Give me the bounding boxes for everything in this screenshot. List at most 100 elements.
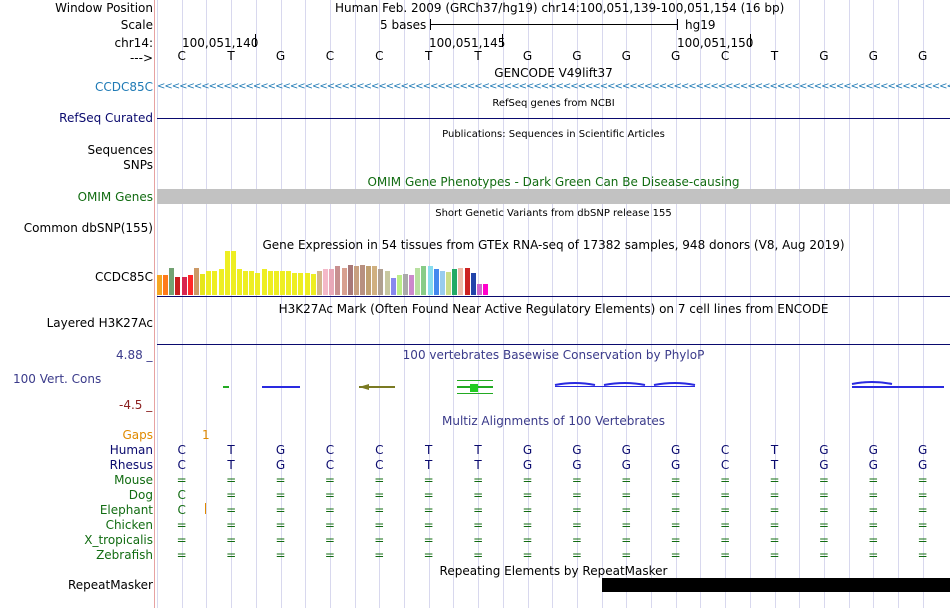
gtex-tissue-bar[interactable] xyxy=(470,273,476,295)
gtex-tissue-bar[interactable] xyxy=(218,269,224,295)
gtex-tissue-bar[interactable] xyxy=(366,266,372,295)
repeatmasker-label[interactable]: RepeatMasker xyxy=(67,578,153,592)
gtex-gene-label[interactable]: CCDC85C xyxy=(94,270,153,284)
gtex-tissue-bar[interactable] xyxy=(396,275,402,295)
aligned-base: = xyxy=(720,548,731,562)
gtex-tissue-bar[interactable] xyxy=(341,268,347,295)
reference-base: G xyxy=(621,49,631,63)
gtex-tissue-bar[interactable] xyxy=(372,266,378,295)
gencode-gene-label[interactable]: CCDC85C xyxy=(94,80,153,94)
gtex-tissue-bar[interactable] xyxy=(200,274,206,295)
aligned-base: = xyxy=(275,473,286,487)
species-label[interactable]: Mouse xyxy=(114,473,153,487)
species-label[interactable]: X_tropicalis xyxy=(84,533,153,547)
gtex-tissue-bar[interactable] xyxy=(212,271,218,295)
grid-line xyxy=(552,0,554,608)
gtex-tissue-bar[interactable] xyxy=(433,269,439,295)
species-label[interactable]: Rhesus xyxy=(109,458,153,472)
aligned-base: = xyxy=(621,533,632,547)
gtex-tissue-bar[interactable] xyxy=(421,266,427,295)
aligned-base: = xyxy=(226,488,237,502)
grid-line xyxy=(255,0,257,608)
gtex-tissue-bar[interactable] xyxy=(323,269,329,295)
phylop-score-bar xyxy=(457,393,493,394)
refseq-gene-line[interactable] xyxy=(157,118,950,119)
gtex-tissue-bar[interactable] xyxy=(280,271,285,295)
gtex-tissue-bar[interactable] xyxy=(273,271,279,295)
gtex-tissue-bar[interactable] xyxy=(267,271,273,295)
aligned-base: = xyxy=(868,533,879,547)
aligned-base: = xyxy=(818,533,829,547)
gtex-tissue-bar[interactable] xyxy=(378,269,384,295)
gtex-tissue-bar[interactable] xyxy=(347,265,353,295)
gtex-tissue-bar[interactable] xyxy=(329,269,335,295)
grid-line xyxy=(873,0,875,608)
aligned-base: = xyxy=(324,533,335,547)
phylop-label[interactable]: 100 Vert. Cons xyxy=(13,372,102,386)
gtex-tissue-bar[interactable] xyxy=(249,271,255,295)
dbsnp-label[interactable]: Common dbSNP(155) xyxy=(23,221,153,235)
species-label[interactable]: Zebrafish xyxy=(96,548,153,562)
gtex-tissue-bar[interactable] xyxy=(243,271,249,295)
gtex-tissue-bar[interactable] xyxy=(157,275,162,295)
refseq-label[interactable]: RefSeq Curated xyxy=(59,111,153,125)
gtex-tissue-bar[interactable] xyxy=(439,271,445,295)
species-label[interactable]: Elephant xyxy=(99,503,153,517)
gtex-tissue-bar[interactable] xyxy=(446,272,452,295)
gtex-tissue-bar[interactable] xyxy=(353,266,359,295)
gtex-tissue-bar[interactable] xyxy=(175,277,181,295)
gtex-tissue-bar[interactable] xyxy=(292,273,298,295)
species-label[interactable]: Human xyxy=(109,443,153,457)
gtex-tissue-bar[interactable] xyxy=(193,268,199,295)
gtex-tissue-bar[interactable] xyxy=(261,269,267,295)
gtex-tissue-bar[interactable] xyxy=(230,251,236,295)
gtex-tissue-bar[interactable] xyxy=(224,251,230,295)
gtex-tissue-bar[interactable] xyxy=(415,268,421,295)
grid-line xyxy=(329,0,331,608)
gtex-tissue-bar[interactable] xyxy=(458,268,464,295)
aligned-base: = xyxy=(226,533,237,547)
gtex-tissue-bar[interactable] xyxy=(304,273,310,295)
aligned-base: = xyxy=(324,548,335,562)
aligned-base: = xyxy=(720,533,731,547)
aligned-base: = xyxy=(275,518,286,532)
phylop-score-curve xyxy=(554,382,696,386)
species-label[interactable]: Chicken xyxy=(105,518,153,532)
omim-feature[interactable] xyxy=(157,189,950,204)
gtex-tissue-bar[interactable] xyxy=(335,266,341,295)
snps-label[interactable]: SNPs xyxy=(123,158,153,172)
gtex-tissue-bar[interactable] xyxy=(464,268,470,295)
gtex-tissue-bar[interactable] xyxy=(286,271,292,295)
sequences-label[interactable]: Sequences xyxy=(87,143,153,157)
gtex-tissue-bar[interactable] xyxy=(403,274,408,295)
species-label[interactable]: Dog xyxy=(128,488,153,502)
gtex-tissue-bar[interactable] xyxy=(427,266,433,295)
gtex-tissue-bar[interactable] xyxy=(187,275,193,295)
gtex-tissue-bar[interactable] xyxy=(163,275,169,295)
gtex-tissue-bar[interactable] xyxy=(409,275,415,295)
gtex-tissue-bar[interactable] xyxy=(236,269,242,295)
gtex-tissue-bar[interactable] xyxy=(255,273,261,295)
gtex-tissue-bar[interactable] xyxy=(298,273,304,295)
aligned-base: = xyxy=(621,488,632,502)
gtex-tissue-bar[interactable] xyxy=(390,278,396,295)
gtex-tissue-bar[interactable] xyxy=(359,265,365,295)
h3k27ac-label[interactable]: Layered H3K27Ac xyxy=(46,316,153,330)
gtex-tissue-bar[interactable] xyxy=(181,277,187,295)
gtex-tissue-bar[interactable] xyxy=(482,284,488,295)
aligned-base: = xyxy=(522,473,533,487)
omim-label[interactable]: OMIM Genes xyxy=(77,190,153,204)
phylop-plot[interactable] xyxy=(157,376,950,398)
gtex-tissue-bar[interactable] xyxy=(310,274,316,295)
gtex-tissue-bar[interactable] xyxy=(476,284,482,295)
gtex-tissue-bar[interactable] xyxy=(169,268,175,295)
gtex-tissue-bar[interactable] xyxy=(316,271,322,295)
aligned-base: = xyxy=(522,488,533,502)
gencode-gene-feature[interactable]: <<<<<<<<<<<<<<<<<<<<<<<<<<<<<<<<<<<<<<<<… xyxy=(157,81,950,92)
gtex-tissue-bar[interactable] xyxy=(206,271,212,295)
ruler-tick-label: 100,051,140 xyxy=(182,36,259,50)
gtex-tissue-bar[interactable] xyxy=(452,269,458,295)
gtex-tissue-bar[interactable] xyxy=(384,271,390,295)
scale-bar xyxy=(430,24,677,25)
repeatmasker-element[interactable] xyxy=(602,578,950,592)
